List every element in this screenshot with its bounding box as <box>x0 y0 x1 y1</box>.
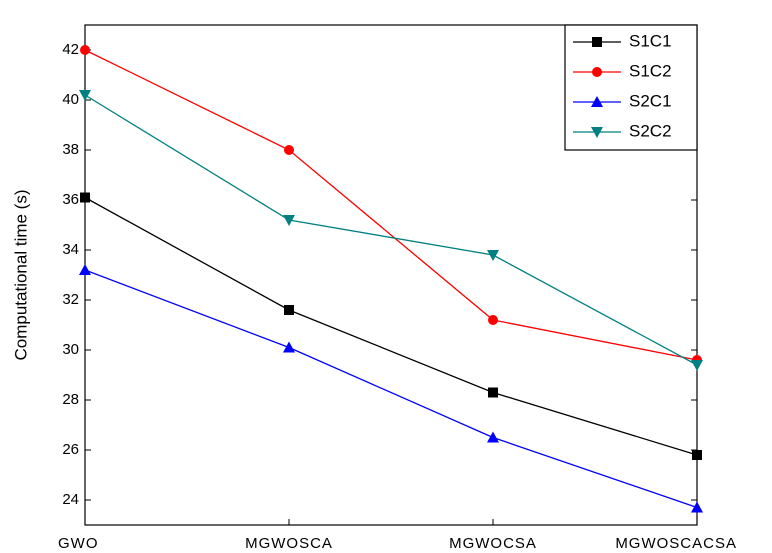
x-tick-label: MGWOSCACSA <box>615 535 737 552</box>
marker <box>284 305 294 315</box>
y-tick-label: 26 <box>62 441 79 458</box>
y-tick-label: 24 <box>62 491 79 508</box>
x-tick-label: MGWOSCA <box>245 535 333 552</box>
x-tick-label: MGWOCSA <box>449 535 537 552</box>
y-tick-label: 28 <box>62 391 79 408</box>
y-tick-label: 32 <box>62 291 79 308</box>
marker <box>284 145 294 155</box>
marker <box>591 127 603 138</box>
x-tick-label: GWO <box>58 535 99 552</box>
marker <box>691 501 703 513</box>
marker <box>79 264 91 275</box>
marker <box>79 90 91 101</box>
series-line <box>84 196 698 456</box>
marker <box>592 37 602 47</box>
y-tick-label: 42 <box>62 41 79 58</box>
marker <box>283 341 295 353</box>
y-axis-label: Computational time (s) <box>11 189 30 360</box>
y-tick-label: 30 <box>62 341 79 358</box>
marker <box>691 360 703 371</box>
marker <box>80 45 90 55</box>
marker <box>692 450 702 460</box>
legend-label: S2C1 <box>629 91 672 110</box>
legend-label: S1C2 <box>629 61 672 80</box>
marker <box>591 96 603 107</box>
marker <box>592 67 602 77</box>
marker <box>487 431 499 443</box>
legend-label: S2C2 <box>629 121 672 140</box>
series-line <box>84 49 698 361</box>
marker <box>488 315 498 325</box>
y-tick-label: 36 <box>62 191 79 208</box>
marker <box>283 215 295 226</box>
y-tick-label: 38 <box>62 141 79 158</box>
y-tick-label: 40 <box>62 91 79 108</box>
legend-box <box>564 24 698 151</box>
y-tick-label: 34 <box>62 241 79 258</box>
series-line <box>84 269 698 509</box>
marker <box>488 387 498 398</box>
marker <box>487 250 499 261</box>
series-line <box>84 94 698 366</box>
legend-label: S1C1 <box>629 31 672 50</box>
marker <box>80 192 90 203</box>
